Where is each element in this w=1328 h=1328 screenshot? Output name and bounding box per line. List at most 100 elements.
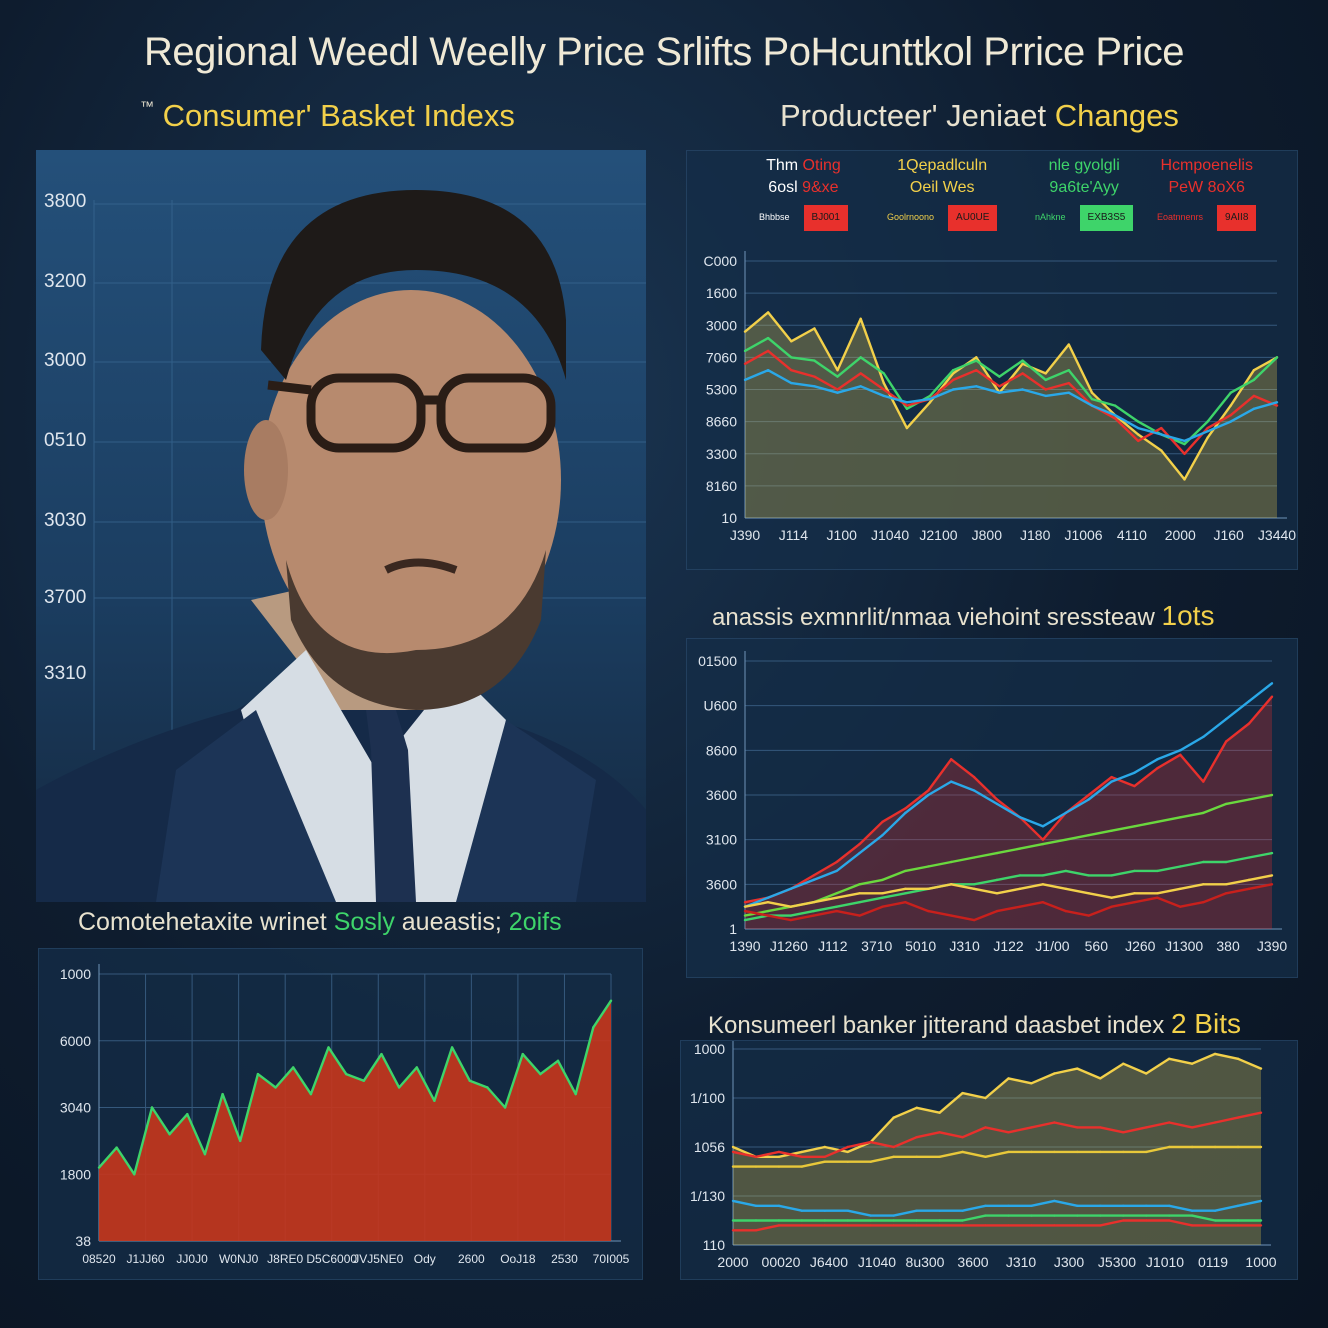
x-tick-label: J100: [827, 527, 858, 543]
x-tick-label: 2000: [717, 1254, 748, 1270]
data-point: [995, 851, 999, 855]
data-point: [915, 1136, 918, 1139]
data-point: [1018, 874, 1022, 877]
x-tick-label: 3710: [861, 938, 892, 954]
data-point: [503, 1106, 507, 1109]
data-point: [998, 391, 1001, 394]
data-point: [800, 1155, 804, 1158]
heading-part: aueastis;: [401, 908, 502, 936]
data-point: [1247, 856, 1251, 859]
data-point: [790, 356, 793, 359]
data-point: [790, 381, 793, 385]
data-point: [813, 385, 816, 388]
data-point: [1133, 825, 1136, 828]
data-point: [882, 372, 885, 375]
data-point: [835, 860, 838, 864]
bottom-right-chart: 110 1/130 1056 1/100 1000 2000 00020 J6400 J1040…: [690, 1039, 1277, 1270]
legend-subtitle: 6osl: [768, 179, 798, 196]
data-point: [1275, 401, 1279, 404]
data-point: [1259, 1145, 1263, 1149]
left-heading: ™ Consumer' Basket Indexs: [140, 98, 515, 134]
y-tick-label: 5300: [706, 382, 737, 398]
data-point: [904, 811, 907, 815]
data-point: [1259, 1219, 1263, 1222]
data-point: [938, 1111, 941, 1114]
legend-title: 1Qepadlculn: [897, 157, 988, 174]
y-tick-label: 1000: [60, 966, 91, 982]
y-tick-label: 3600: [706, 787, 737, 803]
data-point: [950, 883, 953, 886]
data-point: [972, 789, 976, 792]
data-point: [1053, 1224, 1056, 1227]
data-point: [998, 385, 1001, 388]
data-point: [1087, 793, 1090, 797]
data-point: [1076, 1204, 1079, 1207]
data-point: [859, 385, 862, 388]
data-point: [1167, 1204, 1171, 1207]
data-point: [1183, 452, 1186, 455]
y-tick-label: 1/100: [690, 1090, 725, 1106]
data-point: [984, 1096, 987, 1100]
y-tick: 3700: [44, 587, 87, 608]
bottom-left-heading: Comotehetaxite wrinet Sosly aueastis; 2o…: [78, 908, 562, 937]
x-tick-label: 380: [1216, 938, 1240, 954]
legend-entry: Thm Oting 6osl 9&xe Bhbbse BJ001: [759, 155, 848, 231]
data-point: [1156, 758, 1159, 761]
x-tick-label: J1/00: [1035, 938, 1069, 954]
data-point: [777, 1155, 781, 1158]
data-point: [397, 1086, 401, 1089]
data-point: [1030, 1082, 1033, 1085]
data-point: [1202, 860, 1205, 864]
series-area-yellow: [733, 1053, 1261, 1245]
data-point: [1247, 887, 1251, 890]
data-point: [812, 878, 815, 882]
data-point: [133, 1173, 136, 1176]
data-point: [521, 1052, 524, 1056]
data-point: [1275, 404, 1279, 407]
series-line-green: [733, 1214, 1261, 1222]
right-heading-text: Producteer' Jeniaet: [780, 98, 1047, 133]
data-point: [1018, 905, 1022, 908]
data-point: [362, 1079, 366, 1082]
series-line-yellow-flat: [733, 1145, 1261, 1168]
series-line-blue: [744, 682, 1273, 908]
series-line-red: [744, 349, 1278, 455]
data-point: [1145, 1219, 1148, 1222]
data-point: [1064, 811, 1067, 815]
data-point: [450, 1046, 454, 1049]
data-point: [1236, 1224, 1240, 1227]
data-point: [380, 1052, 383, 1056]
legend-badge: AU0UE: [948, 205, 998, 231]
data-point: [1021, 359, 1024, 362]
data-point: [574, 1092, 577, 1096]
series-line-yellow: [732, 1052, 1262, 1158]
y-tick-label: 6000: [60, 1033, 91, 1049]
data-point: [975, 385, 978, 388]
x-tick-label: Ody: [414, 1252, 436, 1266]
data-point: [754, 1229, 758, 1232]
page-title: Regional Weedl Weelly Price Srlifts PoHc…: [143, 30, 1185, 74]
x-tick-label: JVJ5NE0: [353, 1252, 403, 1266]
y-tick-label: C000: [704, 253, 738, 269]
data-point: [766, 896, 770, 899]
data-point: [1007, 1224, 1010, 1227]
data-point: [789, 905, 793, 908]
data-point: [1270, 682, 1274, 685]
data-point: [1041, 838, 1045, 841]
series-line-red-lower: [744, 883, 1273, 922]
data-point: [892, 1145, 895, 1149]
data-point: [975, 369, 978, 372]
data-point: [975, 356, 978, 359]
data-point: [1137, 433, 1140, 436]
data-point: [327, 1046, 330, 1049]
series-line-green: [98, 1000, 613, 1176]
data-point: [892, 1214, 895, 1217]
data-point: [1053, 1199, 1056, 1203]
top-right-chart-panel: 10 8160 3300 8660 5300 7060 3000 1600 C000 J390 J1…: [686, 150, 1298, 570]
data-point: [882, 381, 885, 385]
series-area-red: [745, 696, 1272, 929]
trademark-mark: ™: [140, 98, 154, 114]
data-point: [800, 1219, 804, 1222]
data-point: [951, 378, 955, 382]
heading-part: 2oifs: [508, 908, 562, 936]
